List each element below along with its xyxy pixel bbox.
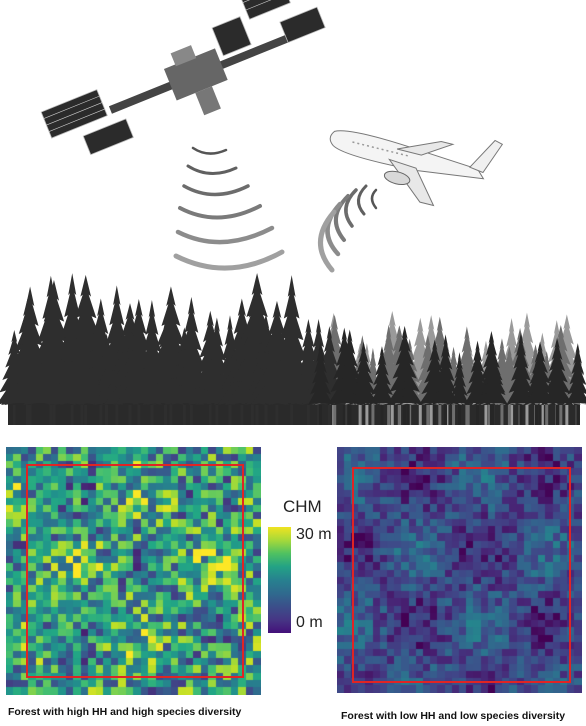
- plot-boundary: [26, 464, 244, 678]
- colorbar-max-label: 30 m: [296, 526, 332, 543]
- plot-boundary: [352, 467, 571, 683]
- lidar-pulse-icon: [173, 146, 285, 271]
- chm-map-high-diversity: [6, 447, 261, 695]
- colorbar: [268, 527, 291, 633]
- lidar-pulse-icon: [318, 184, 378, 273]
- forest-silhouette-icon: [0, 272, 586, 425]
- colorbar-min-label: 0 m: [296, 614, 323, 631]
- colorbar-title: CHM: [283, 497, 322, 516]
- caption-low-diversity: Forest with low HH and low species diver…: [341, 710, 566, 722]
- airplane-icon: [329, 130, 504, 207]
- caption-high-diversity: Forest with high HH and high species div…: [8, 706, 242, 718]
- sensing-scene: [0, 0, 586, 425]
- chm-map-low-diversity: [337, 447, 582, 693]
- satellite-icon: [40, 0, 326, 156]
